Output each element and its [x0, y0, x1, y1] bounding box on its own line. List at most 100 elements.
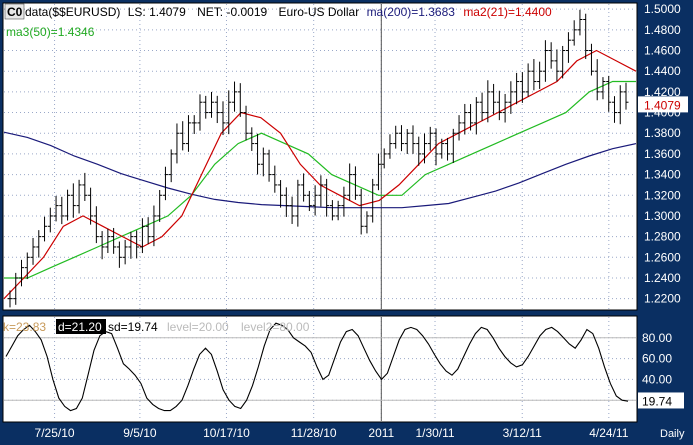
price-bar	[19, 259, 25, 287]
x-tick-label: 2011	[368, 426, 394, 440]
price-bar	[111, 227, 117, 254]
price-bar	[508, 81, 514, 114]
price-bar	[335, 200, 341, 221]
price-bar	[341, 186, 347, 217]
x-tick-label: 4/24/11	[589, 426, 628, 440]
price-bar	[623, 82, 629, 110]
price-bar	[289, 196, 295, 224]
last-value-box	[638, 96, 688, 113]
price-bar	[416, 136, 422, 166]
price-bar	[197, 94, 203, 131]
price-bar	[151, 205, 157, 247]
price-bar	[99, 231, 105, 260]
ma50-line	[4, 80, 636, 279]
price-panel	[2, 2, 638, 311]
price-bar	[617, 85, 623, 125]
oscillator-series	[5, 322, 629, 412]
price-bar	[312, 185, 318, 216]
price-bar	[456, 115, 462, 141]
price-bar	[139, 218, 145, 254]
osc-last-box	[638, 392, 684, 409]
price-bar	[427, 126, 433, 151]
price-bar	[433, 128, 439, 166]
osc-tick-label: 40.00	[642, 372, 672, 386]
price-bar	[7, 290, 13, 308]
price-bar	[519, 72, 525, 103]
price-bar	[525, 63, 531, 97]
price-bar	[237, 83, 243, 117]
price-bar	[295, 179, 301, 227]
price-bar	[358, 188, 364, 235]
price-bar	[82, 172, 88, 201]
price-bar	[531, 59, 537, 91]
price-y-axis: 1.2200 1.2400 1.2600 1.2800 1.3000 1.3200 1.34…	[638, 2, 688, 306]
ma200-line	[3, 131, 637, 209]
price-tick-label: 1.3400	[644, 168, 681, 182]
osc-k-label: k=23.83	[3, 320, 46, 334]
osc-tick-label: 60.00	[642, 352, 672, 366]
price-bar	[272, 165, 278, 193]
price-bar	[548, 42, 554, 69]
price-bar	[105, 228, 111, 254]
price-bar	[134, 230, 140, 259]
price-ls: LS: 1.4079	[128, 5, 186, 19]
symbol-badge-bg	[4, 3, 25, 20]
price-bar	[214, 95, 220, 124]
price-tick-label: 1.3000	[644, 209, 681, 223]
price-bar	[439, 138, 445, 159]
price-bar	[473, 97, 479, 135]
price-tick-label: 1.3200	[644, 188, 681, 202]
price-bar	[266, 149, 272, 182]
price-bar	[554, 49, 560, 82]
price-bar	[226, 90, 232, 135]
price-bar	[375, 153, 381, 191]
oscillator-panel	[2, 315, 638, 423]
ma21-label: ma2(21)=1.4400	[463, 5, 552, 19]
price-bar	[606, 75, 612, 112]
price-bar	[514, 72, 520, 105]
ma21-series	[3, 49, 637, 300]
ma200-series	[3, 131, 637, 209]
price-bar	[180, 121, 186, 151]
price-bar	[116, 241, 122, 268]
x-tick-label: 3/12/11	[503, 426, 542, 440]
osc-last-label: 19.74	[642, 394, 672, 408]
osc-sd-label: sd=19.74	[108, 320, 158, 334]
price-bar	[220, 101, 226, 136]
x-tick-label: 9/5/10	[123, 426, 157, 440]
price-bar	[145, 217, 151, 245]
price-bar	[398, 125, 404, 152]
price-bar	[468, 104, 474, 131]
price-bar	[496, 90, 502, 121]
price-bar	[93, 206, 99, 244]
price-bar	[594, 59, 600, 101]
price-bar	[462, 103, 468, 135]
period-label: Daily	[660, 428, 685, 440]
price-bar	[203, 95, 209, 119]
price-bar	[560, 45, 566, 79]
price-bar	[318, 175, 324, 207]
ma21-line	[3, 49, 637, 300]
price-bar	[162, 166, 168, 201]
price-tick-label: 1.4200	[644, 85, 681, 99]
price-tick-label: 1.2200	[644, 292, 681, 306]
price-bar	[364, 211, 370, 234]
price-bar	[370, 178, 376, 223]
price-bar	[157, 190, 163, 222]
price-bar	[502, 93, 508, 123]
price-header: data($$EURUSD) LS: 1.4079 NET: -0.0019 E…	[25, 5, 552, 19]
price-bar	[306, 190, 312, 212]
x-tick-label: 11/28/10	[291, 426, 337, 440]
price-bar	[410, 125, 416, 154]
price-bar	[485, 80, 491, 123]
price-bar	[611, 96, 617, 123]
price-bar	[47, 207, 53, 233]
osc-line	[5, 322, 629, 412]
price-bar	[36, 230, 42, 258]
price-bar	[59, 196, 65, 225]
price-bar	[588, 43, 594, 76]
price-bar	[537, 61, 543, 89]
price-net: NET: -0.0019	[197, 5, 267, 19]
price-bar	[404, 129, 410, 154]
